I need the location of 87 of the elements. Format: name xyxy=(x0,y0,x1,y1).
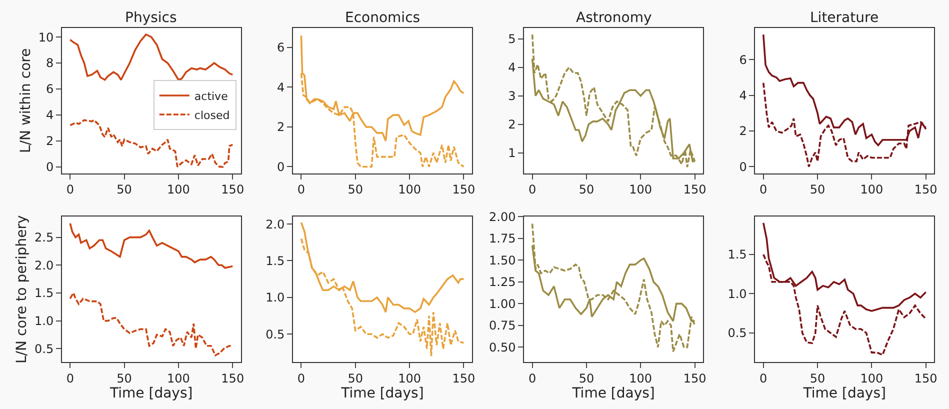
x-tick-label: 100 xyxy=(398,182,421,197)
y-tick-label: 6 xyxy=(739,52,747,67)
line-series xyxy=(69,222,234,269)
y-tick-label: 2 xyxy=(277,120,285,134)
y-tick-label: 1.0 xyxy=(728,286,747,301)
x-tick-label: 0 xyxy=(528,371,536,386)
y-tick-label: 0.5 xyxy=(34,342,54,356)
x-tick-label: 100 xyxy=(398,371,421,386)
x-tick-label: 0 xyxy=(297,371,306,386)
x-tick-label: 100 xyxy=(167,371,190,386)
x-tick-label: 100 xyxy=(860,182,884,197)
y-tick-label: 1.0 xyxy=(266,290,285,305)
x-tick-label: 150 xyxy=(221,182,244,197)
x-tick-label: 100 xyxy=(167,182,190,197)
y-tick-label: 0.50 xyxy=(489,340,516,354)
y-tick-label: 2.0 xyxy=(34,258,54,272)
x-tick-label: 0 xyxy=(760,371,768,386)
y-tick-label: 0.5 xyxy=(266,327,285,342)
x-tick-label: 0 xyxy=(760,182,768,197)
x-tick-label: 50 xyxy=(116,182,132,197)
y-tick-label: 0.5 xyxy=(728,326,747,340)
x-tick-label: 100 xyxy=(629,182,652,197)
y-tick-label: 2 xyxy=(508,117,516,132)
y-tick-label: 8 xyxy=(46,56,54,70)
x-tick-label: 100 xyxy=(629,371,652,386)
x-tick-label: 0 xyxy=(297,182,306,197)
y-tick-label: 2 xyxy=(739,124,747,138)
x-tick-label: 50 xyxy=(116,371,132,386)
line-series xyxy=(69,34,234,81)
y-axis-title: L/N core to periphery xyxy=(14,215,30,364)
x-tick-label: 50 xyxy=(578,371,594,386)
x-tick-label: 150 xyxy=(914,182,938,197)
x-tick-label: 50 xyxy=(810,182,826,197)
y-tick-label: 1.75 xyxy=(489,232,516,246)
x-tick-label: 0 xyxy=(66,182,74,197)
x-tick-label: 150 xyxy=(452,371,476,386)
y-axis-title: L/N within core xyxy=(18,48,34,153)
y-tick-label: 2.5 xyxy=(34,230,54,245)
x-tick-label: 150 xyxy=(914,371,938,386)
y-tick-label: 1.25 xyxy=(489,275,516,290)
legend-label: active xyxy=(194,90,228,103)
y-tick-label: 2.00 xyxy=(489,210,516,224)
y-tick-label: 1.0 xyxy=(34,314,54,328)
x-axis-title: Time [days] xyxy=(109,385,193,402)
x-tick-label: 0 xyxy=(66,371,74,386)
x-axis-title: Time [days] xyxy=(340,385,424,402)
x-tick-label: 0 xyxy=(528,182,536,197)
x-tick-label: 100 xyxy=(860,371,884,386)
y-tick-label: 6 xyxy=(46,82,54,96)
line-series xyxy=(69,119,234,168)
x-tick-label: 50 xyxy=(578,182,594,197)
y-tick-label: 2 xyxy=(46,134,54,148)
x-tick-label: 150 xyxy=(683,371,706,386)
y-tick-label: 1.50 xyxy=(489,253,516,268)
y-tick-label: 4 xyxy=(508,60,516,75)
y-tick-label: 1 xyxy=(508,146,516,160)
x-axis-title: Time [days] xyxy=(571,385,655,402)
legend-label: closed xyxy=(194,108,230,122)
x-tick-label: 150 xyxy=(221,371,244,386)
y-tick-label: 1.00 xyxy=(489,296,516,311)
x-tick-label: 50 xyxy=(348,371,364,386)
y-tick-label: 4 xyxy=(277,80,285,94)
line-series xyxy=(531,222,696,352)
y-tick-label: 1.5 xyxy=(34,286,54,300)
y-tick-label: 0 xyxy=(277,160,285,174)
chart-title: Astronomy xyxy=(576,10,652,26)
y-tick-label: 1.5 xyxy=(266,254,285,268)
y-tick-label: 0 xyxy=(46,160,54,174)
y-tick-label: 5 xyxy=(508,32,516,46)
y-tick-label: 3 xyxy=(508,89,516,103)
y-tick-label: 2.0 xyxy=(266,217,285,232)
y-tick-label: 10 xyxy=(38,30,54,44)
y-tick-label: 1.5 xyxy=(728,248,747,262)
chart-title: Physics xyxy=(125,10,177,26)
y-tick-label: 0 xyxy=(739,160,747,174)
line-series xyxy=(69,292,234,356)
y-tick-label: 4 xyxy=(739,88,747,102)
x-tick-label: 50 xyxy=(348,182,364,197)
y-tick-label: 4 xyxy=(46,108,54,122)
x-tick-label: 150 xyxy=(683,182,706,197)
x-axis-title: Time [days] xyxy=(802,385,886,402)
chart-title: Literature xyxy=(810,10,879,26)
x-tick-label: 150 xyxy=(452,182,476,197)
y-tick-label: 0.75 xyxy=(489,318,516,333)
chart-title: Economics xyxy=(345,10,420,26)
x-tick-label: 50 xyxy=(810,371,826,386)
y-tick-label: 6 xyxy=(277,40,285,55)
